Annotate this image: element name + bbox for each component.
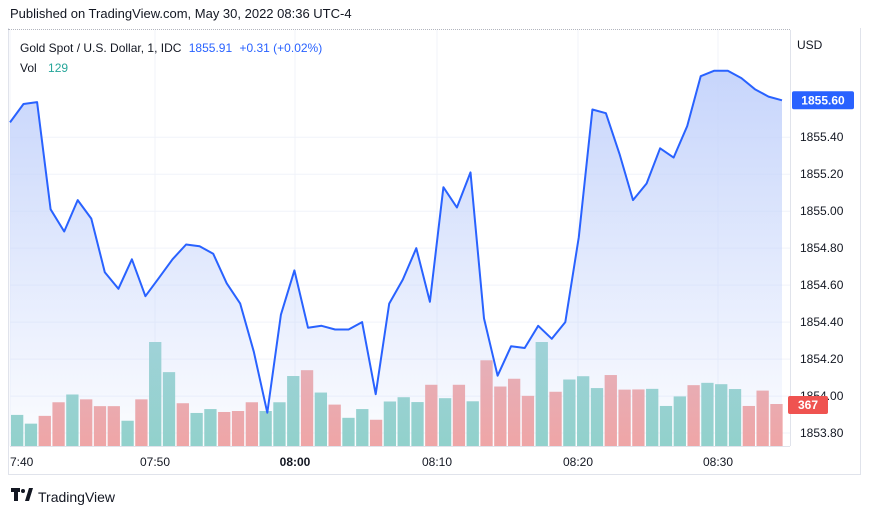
chart-top-border <box>8 29 790 30</box>
legend-change: +0.31 (+0.02%) <box>239 41 323 55</box>
price-tick-label: 1853.80 <box>800 426 844 440</box>
price-tick-label: 1854.60 <box>800 278 844 292</box>
price-area-fill <box>10 70 782 446</box>
price-tick-label: 1854.80 <box>800 241 844 255</box>
last-value-badges: 1855.60 367 <box>788 91 854 414</box>
price-tick-label: 1855.00 <box>800 204 844 218</box>
currency-label[interactable]: USD <box>797 38 823 52</box>
price-axis[interactable]: 1855.40 1855.20 1855.00 1854.80 1854.60 1854.… <box>800 130 844 440</box>
symbol-title[interactable]: Gold Spot / U.S. Dollar, 1, IDC <box>20 41 182 55</box>
last-price-label: 1855.60 <box>801 93 845 107</box>
last-price-badge <box>792 91 854 110</box>
price-tick-label: 1854.40 <box>800 315 844 329</box>
chart-frame <box>8 28 861 475</box>
brand-name: TradingView <box>38 488 116 505</box>
last-volume-badge <box>788 396 828 414</box>
time-tick-label: 7:40 <box>10 455 34 469</box>
time-tick-label: 08:20 <box>563 455 593 469</box>
tradingview-branding[interactable]: TradingView <box>11 488 115 505</box>
time-tick-label: 08:00 <box>280 455 311 469</box>
time-axis[interactable]: 7:40 07:50 08:00 08:10 08:20 08:30 <box>10 455 733 469</box>
price-tick-label: 1854.20 <box>800 352 844 366</box>
last-volume-label: 367 <box>798 398 818 412</box>
time-tick-label: 08:30 <box>703 455 733 469</box>
volume-label[interactable]: Vol <box>20 61 37 75</box>
price-area <box>9 69 783 446</box>
time-tick-label: 08:10 <box>422 455 452 469</box>
price-tick-label: 1855.40 <box>800 130 844 144</box>
price-line <box>9 69 783 414</box>
volume-value: 129 <box>48 61 69 75</box>
time-tick-label: 07:50 <box>140 455 170 469</box>
published-caption: Published on TradingView.com, May 30, 20… <box>10 6 352 21</box>
legend-price: 1855.91 <box>188 41 233 55</box>
tradingview-logo-icon <box>11 488 33 505</box>
chart-legend: Gold Spot / U.S. Dollar, 1, IDC 1855.91 … <box>20 39 322 79</box>
price-tick-label: 1855.20 <box>800 167 844 181</box>
